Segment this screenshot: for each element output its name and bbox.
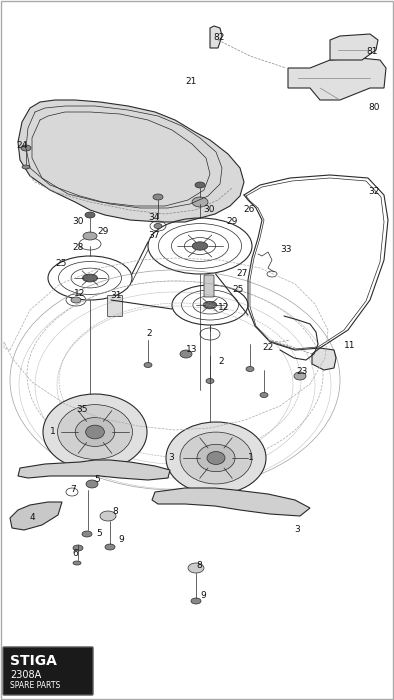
Text: 5: 5 bbox=[96, 529, 102, 538]
Polygon shape bbox=[18, 100, 244, 222]
Ellipse shape bbox=[82, 274, 98, 282]
Text: 7: 7 bbox=[70, 486, 76, 494]
Ellipse shape bbox=[22, 165, 30, 169]
Text: 3: 3 bbox=[168, 454, 174, 463]
Text: 8: 8 bbox=[112, 508, 118, 517]
Text: 23: 23 bbox=[296, 368, 307, 377]
Text: 8: 8 bbox=[196, 561, 202, 570]
Ellipse shape bbox=[192, 197, 208, 207]
Ellipse shape bbox=[71, 297, 81, 303]
Text: 2308A: 2308A bbox=[10, 670, 41, 680]
Text: 29: 29 bbox=[97, 228, 108, 237]
Text: SPARE PARTS: SPARE PARTS bbox=[10, 682, 60, 690]
Ellipse shape bbox=[154, 223, 162, 228]
Ellipse shape bbox=[246, 367, 254, 372]
Ellipse shape bbox=[83, 232, 97, 240]
Polygon shape bbox=[10, 502, 62, 530]
Ellipse shape bbox=[21, 145, 31, 151]
Ellipse shape bbox=[188, 563, 204, 573]
Text: 37: 37 bbox=[148, 232, 160, 241]
Text: 28: 28 bbox=[72, 244, 84, 253]
Polygon shape bbox=[312, 348, 336, 370]
Ellipse shape bbox=[206, 379, 214, 384]
Text: 1: 1 bbox=[50, 428, 56, 437]
Ellipse shape bbox=[58, 405, 132, 459]
Text: 30: 30 bbox=[203, 206, 214, 214]
Polygon shape bbox=[18, 460, 170, 480]
Text: STIGA: STIGA bbox=[10, 654, 57, 668]
Ellipse shape bbox=[73, 545, 83, 551]
Text: 32: 32 bbox=[368, 188, 379, 197]
Ellipse shape bbox=[191, 598, 201, 604]
Ellipse shape bbox=[86, 480, 98, 488]
Text: 80: 80 bbox=[368, 104, 379, 113]
FancyBboxPatch shape bbox=[204, 275, 214, 297]
Ellipse shape bbox=[180, 350, 192, 358]
Text: 11: 11 bbox=[344, 342, 355, 351]
Text: 27: 27 bbox=[236, 270, 247, 279]
Ellipse shape bbox=[105, 544, 115, 550]
Text: 5: 5 bbox=[94, 475, 100, 484]
Ellipse shape bbox=[203, 302, 217, 309]
Text: 13: 13 bbox=[186, 346, 197, 354]
Ellipse shape bbox=[85, 425, 104, 439]
Text: 12: 12 bbox=[74, 290, 85, 298]
Polygon shape bbox=[210, 26, 222, 48]
Text: 29: 29 bbox=[226, 218, 237, 227]
Ellipse shape bbox=[153, 194, 163, 200]
Text: 12: 12 bbox=[218, 304, 229, 312]
Ellipse shape bbox=[82, 531, 92, 537]
Text: 9: 9 bbox=[200, 592, 206, 601]
Text: 25: 25 bbox=[55, 260, 66, 269]
Ellipse shape bbox=[197, 444, 235, 472]
Text: 9: 9 bbox=[118, 536, 124, 545]
FancyBboxPatch shape bbox=[108, 295, 123, 316]
Text: 82: 82 bbox=[213, 34, 224, 43]
FancyBboxPatch shape bbox=[3, 647, 93, 695]
Ellipse shape bbox=[166, 422, 266, 494]
Text: 6: 6 bbox=[72, 550, 78, 559]
Ellipse shape bbox=[195, 182, 205, 188]
Polygon shape bbox=[288, 58, 386, 100]
Text: 35: 35 bbox=[76, 405, 87, 414]
Ellipse shape bbox=[100, 511, 116, 521]
Text: 21: 21 bbox=[185, 78, 196, 87]
Ellipse shape bbox=[43, 394, 147, 470]
Ellipse shape bbox=[144, 363, 152, 368]
Ellipse shape bbox=[73, 561, 81, 565]
Text: 24: 24 bbox=[16, 141, 27, 150]
Text: 3: 3 bbox=[294, 526, 300, 535]
Ellipse shape bbox=[294, 372, 306, 380]
Text: 25: 25 bbox=[232, 286, 243, 295]
Text: 2: 2 bbox=[146, 330, 152, 339]
Ellipse shape bbox=[192, 241, 208, 250]
Text: 22: 22 bbox=[262, 344, 273, 353]
Text: 4: 4 bbox=[30, 514, 35, 522]
Text: 30: 30 bbox=[72, 218, 84, 227]
Ellipse shape bbox=[260, 393, 268, 398]
Text: 33: 33 bbox=[280, 246, 292, 255]
Ellipse shape bbox=[76, 410, 84, 414]
Text: 2: 2 bbox=[218, 358, 224, 367]
Text: 1: 1 bbox=[248, 454, 254, 463]
Ellipse shape bbox=[85, 212, 95, 218]
Text: 31: 31 bbox=[110, 291, 121, 300]
Text: 81: 81 bbox=[366, 48, 377, 57]
Ellipse shape bbox=[180, 432, 252, 484]
Ellipse shape bbox=[75, 418, 115, 447]
Text: 26: 26 bbox=[243, 206, 255, 214]
Polygon shape bbox=[330, 34, 378, 60]
Text: 34: 34 bbox=[148, 214, 160, 223]
Polygon shape bbox=[152, 488, 310, 516]
Ellipse shape bbox=[207, 452, 225, 465]
